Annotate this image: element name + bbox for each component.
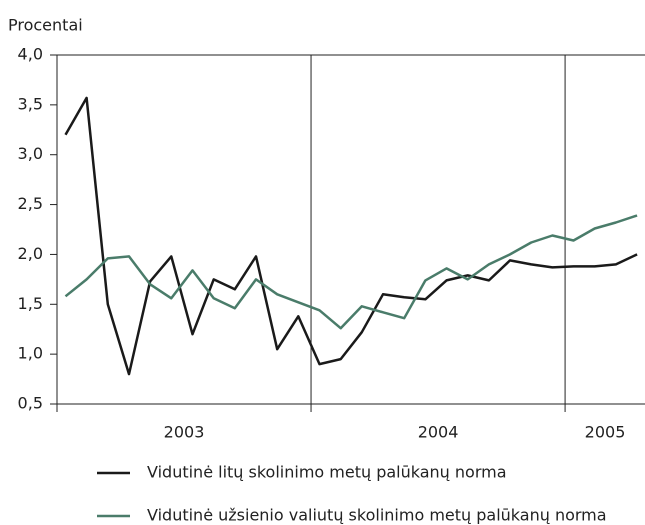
x-tick-label: 2005 bbox=[585, 423, 626, 442]
y-tick-label: 1,0 bbox=[18, 344, 43, 363]
legend-label: Vidutinė litų skolinimo metų palūkanų no… bbox=[147, 463, 507, 482]
y-tick-label: 2,5 bbox=[18, 194, 43, 213]
series-line bbox=[64, 96, 638, 376]
x-tick-label: 2003 bbox=[164, 423, 205, 442]
series-line bbox=[64, 214, 638, 330]
y-tick-label: 1,5 bbox=[18, 294, 43, 313]
y-tick-label: 2,0 bbox=[18, 244, 43, 263]
x-tick-label: 2004 bbox=[418, 423, 459, 442]
legend-label: Vidutinė užsienio valiutų skolinimo metų… bbox=[147, 506, 607, 525]
y-tick-label: 0,5 bbox=[18, 394, 43, 413]
y-tick-label: 4,0 bbox=[18, 45, 43, 64]
y-tick-label: 3,0 bbox=[18, 144, 43, 163]
y-tick-label: 3,5 bbox=[18, 94, 43, 113]
y-axis-title: Procentai bbox=[8, 16, 83, 35]
